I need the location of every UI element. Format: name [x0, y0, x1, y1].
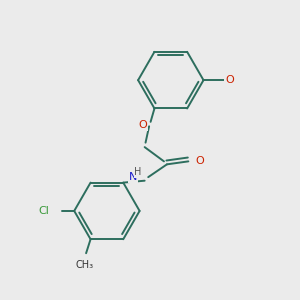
Text: CH₃: CH₃: [76, 260, 94, 269]
Text: O: O: [138, 120, 147, 130]
Text: O: O: [225, 75, 234, 85]
Text: Cl: Cl: [39, 206, 50, 216]
Text: H: H: [134, 167, 142, 177]
Text: N: N: [129, 172, 137, 182]
Text: O: O: [195, 156, 204, 166]
